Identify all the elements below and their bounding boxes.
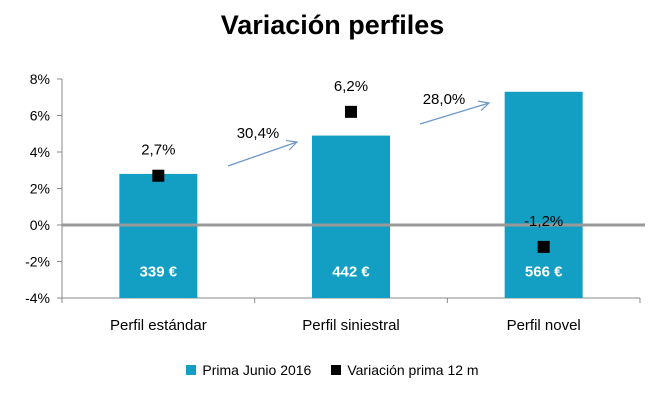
legend-swatch-markers — [331, 365, 342, 375]
y-tick-label: 4% — [30, 144, 50, 160]
marker-point — [345, 105, 357, 118]
bar-value-label: 339 € — [140, 264, 178, 281]
marker-value-label: 6,2% — [334, 78, 368, 95]
bar — [312, 135, 390, 298]
legend-label-markers: Variación prima 12 m — [347, 362, 479, 378]
legend: Prima Junio 2016 Variación prima 12 m — [0, 362, 665, 378]
growth-arrow — [419, 103, 489, 125]
marker-point — [537, 240, 550, 253]
x-category-label: Perfil siniestral — [302, 317, 400, 334]
y-tick-label: -4% — [25, 290, 50, 306]
bar-value-label: 442 € — [332, 264, 370, 281]
growth-arrow-label: 30,4% — [237, 125, 280, 142]
chart-title: Variación perfiles — [220, 10, 445, 40]
y-tick-label: 2% — [30, 181, 50, 197]
marker-point — [152, 169, 165, 182]
legend-item-markers: Variación prima 12 m — [331, 362, 479, 378]
y-tick-label: -2% — [25, 254, 50, 270]
legend-swatch-bars — [186, 365, 197, 375]
growth-arrow-label: 28,0% — [423, 91, 466, 108]
legend-item-bars: Prima Junio 2016 — [186, 362, 311, 378]
legend-label-bars: Prima Junio 2016 — [202, 362, 312, 378]
bar-value-label: 566 € — [525, 264, 563, 281]
bar — [119, 173, 198, 298]
y-tick-label: 6% — [30, 108, 50, 124]
marker-value-label: -1,2% — [524, 213, 563, 230]
x-category-label: Perfil novel — [507, 317, 581, 334]
y-tick-label: 8% — [30, 71, 50, 87]
marker-value-label: 2,7% — [141, 142, 175, 159]
x-category-label: Perfil estándar — [110, 317, 207, 334]
y-tick-label: 0% — [30, 217, 50, 233]
growth-arrow — [227, 142, 297, 167]
bar — [504, 91, 583, 299]
